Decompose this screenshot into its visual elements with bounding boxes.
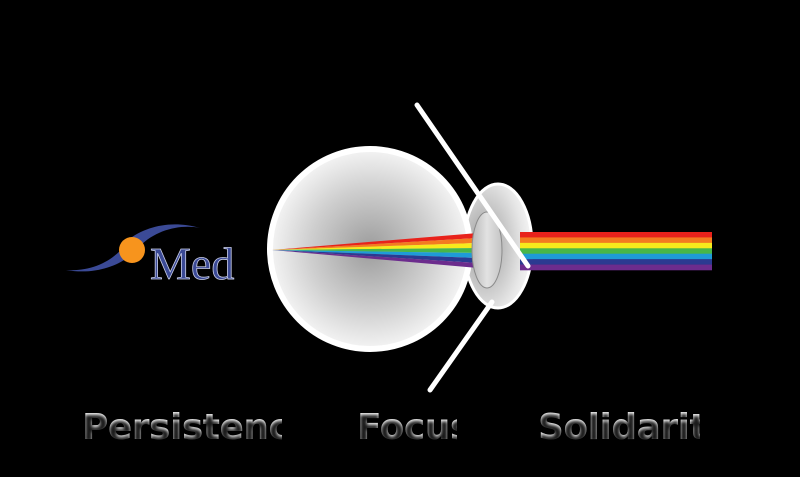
spectrum-band [520,264,712,271]
word-persistence: Persistence [82,404,314,452]
spectrum-band [520,232,712,238]
lens [471,211,503,289]
converging-ray [272,233,478,250]
converging-ray [272,238,478,250]
converging-rays [272,233,478,268]
converging-ray [272,243,478,250]
diagonal-line [414,102,531,269]
logo-text: Med [150,238,234,289]
spectrum-band [520,242,712,249]
spectrum-band [520,237,712,244]
spectrum-band [520,259,712,265]
spectrum-band [520,248,712,255]
word-solidarity: Solidarity [538,404,730,452]
converging-ray [272,250,478,268]
med-logo: Med [66,224,235,289]
rainbow-beam [520,232,712,271]
converging-ray [272,248,478,253]
diagonal-line-lower [427,299,495,393]
word-focus: Focus [357,404,471,452]
logo-dot [119,237,145,263]
spectrum-band [520,253,712,260]
